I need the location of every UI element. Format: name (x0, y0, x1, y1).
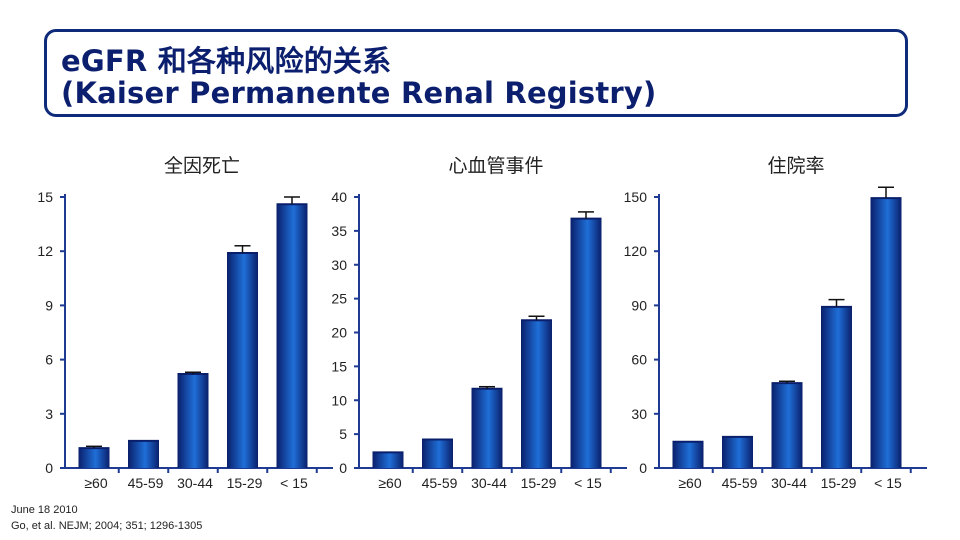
y-tick-label: 25 (331, 291, 347, 307)
footnote-reference: Go, et al. NEJM; 2004; 351; 1296-1305 (11, 520, 203, 532)
bar (276, 204, 308, 468)
y-tick-label: 10 (331, 392, 347, 408)
bar (672, 441, 704, 468)
y-tick-label: 150 (624, 189, 648, 205)
x-tick-label: ≥60 (378, 475, 401, 491)
footnote-date: June 18 2010 (11, 504, 78, 516)
bar (177, 374, 209, 468)
x-tick-label: 15-29 (821, 475, 857, 491)
x-tick-label: 30-44 (177, 475, 213, 491)
x-tick-label: 15-29 (227, 475, 263, 491)
bar (422, 439, 453, 468)
bar (722, 436, 753, 468)
x-tick-label: 30-44 (471, 475, 507, 491)
chart-title: 住院率 (767, 155, 824, 177)
chart-all-cause-mortality: 全因死亡 0 3 6 9 12 15 ≥60 45-59 30-44 15-29 < 15 (37, 155, 333, 491)
bar (471, 388, 503, 468)
x-tick-label: 15-29 (521, 475, 557, 491)
y-tick-label: 30 (631, 406, 647, 422)
y-tick-label: 0 (639, 460, 647, 476)
x-tick-label: ≥60 (678, 475, 701, 491)
y-tick-label: 35 (331, 223, 347, 239)
y-tick-label: 3 (45, 406, 53, 422)
x-tick-label: ≥60 (84, 475, 107, 491)
slide-title: eGFR 和各种风险的关系 (61, 44, 392, 78)
y-tick-label: 5 (339, 426, 347, 442)
y-tick-label: 30 (331, 257, 347, 273)
y-tick-label: 15 (37, 189, 53, 205)
y-tick-label: 15 (331, 358, 347, 374)
x-tick-label: 45-59 (128, 475, 164, 491)
bar (128, 440, 159, 468)
y-tick-label: 9 (45, 297, 53, 313)
bar (771, 383, 803, 468)
chart-hospitalization: 住院率 0 30 60 90 120 150 ≥60 45-59 30-44 15-29 < 15 (624, 155, 927, 491)
y-tick-label: 20 (331, 325, 347, 341)
y-tick-label: 60 (631, 352, 647, 368)
bar (821, 306, 852, 468)
bar (570, 218, 602, 468)
x-tick-label: < 15 (280, 475, 308, 491)
slide-subtitle: (Kaiser Permanente Renal Registry) (61, 76, 657, 110)
chart-title: 全因死亡 (164, 155, 240, 177)
y-tick-label: 90 (631, 297, 647, 313)
y-tick-label: 12 (37, 243, 53, 259)
x-tick-label: < 15 (574, 475, 602, 491)
bar (78, 448, 110, 468)
y-tick-label: 6 (45, 352, 53, 368)
bar (227, 253, 258, 468)
chart-cardiovascular-events: 心血管事件 0 5 10 15 20 25 30 35 40 ≥60 45-59 30-44 15-29 <… (331, 155, 627, 491)
chart-title: 心血管事件 (448, 155, 543, 177)
y-tick-label: 40 (331, 189, 347, 205)
x-tick-label: 30-44 (771, 475, 807, 491)
bar (372, 452, 404, 468)
y-tick-label: 120 (624, 243, 648, 259)
x-tick-label: 45-59 (422, 475, 458, 491)
x-tick-label: < 15 (874, 475, 902, 491)
title-box: eGFR 和各种风险的关系 (Kaiser Permanente Renal R… (44, 29, 908, 117)
x-tick-label: 45-59 (722, 475, 758, 491)
bar (521, 320, 552, 468)
y-tick-label: 0 (339, 460, 347, 476)
y-tick-label: 0 (45, 460, 53, 476)
bar (870, 198, 902, 469)
